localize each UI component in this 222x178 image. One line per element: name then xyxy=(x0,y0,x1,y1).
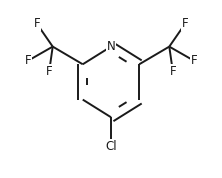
Text: F: F xyxy=(191,54,197,67)
Text: F: F xyxy=(25,54,31,67)
Text: F: F xyxy=(46,65,52,78)
Text: Cl: Cl xyxy=(105,140,117,153)
Text: F: F xyxy=(170,65,176,78)
Text: F: F xyxy=(34,17,40,30)
Text: F: F xyxy=(182,17,188,30)
Text: N: N xyxy=(107,40,115,53)
